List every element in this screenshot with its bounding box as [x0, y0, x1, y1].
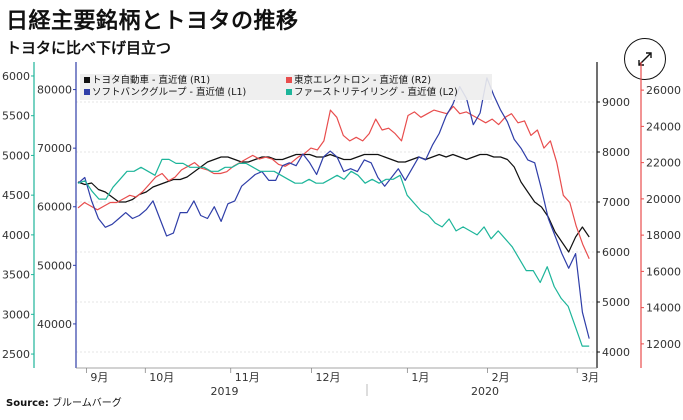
tick-label: 7000	[602, 196, 630, 209]
tick-label: 9000	[602, 96, 630, 109]
tick-label: 5500	[2, 110, 30, 123]
tick-label: 20000	[646, 193, 681, 206]
tick-label: 5000	[2, 149, 30, 162]
tick-label: 6000	[2, 70, 30, 83]
source-text: ブルームバーグ	[52, 398, 122, 409]
series-line	[77, 158, 590, 347]
tick-label: 22000	[646, 157, 681, 170]
legend-swatch	[286, 77, 292, 83]
tick-label: 8000	[602, 146, 630, 159]
source-label: Source:	[6, 398, 49, 409]
x-tick-label: 1月	[411, 371, 429, 384]
tick-label: 3000	[2, 308, 30, 321]
tick-label: 2500	[2, 348, 30, 361]
tick-label: 80000	[37, 84, 72, 97]
tick-label: 6000	[602, 246, 630, 259]
tick-label: 14000	[646, 302, 681, 315]
tick-label: 4000	[602, 346, 630, 359]
legend-label: ソフトバンクグループ - 直近値 (L1)	[92, 86, 246, 98]
x-tick-label: 10月	[149, 371, 174, 384]
legend-swatch	[84, 89, 90, 95]
tick-label: 24000	[646, 120, 681, 133]
tick-label: 16000	[646, 265, 681, 278]
x-tick-label: 3月	[581, 371, 599, 384]
source-note: Source: ブルームバーグ	[6, 394, 122, 409]
legend-label: トヨタ自動車 - 直近値 (R1)	[92, 74, 210, 86]
tick-label: 3500	[2, 269, 30, 282]
year-label: 2020	[471, 385, 499, 398]
tick-label: 26000	[646, 84, 681, 97]
series-line	[77, 105, 590, 259]
tick-label: 50000	[37, 259, 72, 272]
tick-label: 40000	[37, 318, 72, 331]
chart-title: 日経主要銘柄とトヨタの推移	[6, 9, 299, 34]
tick-label: 12000	[646, 338, 681, 351]
tick-label: 60000	[37, 201, 72, 214]
tick-label: 4500	[2, 189, 30, 202]
tick-label: 18000	[646, 229, 681, 242]
legend-label: 東京エレクトロン - 直近値 (R2)	[294, 74, 431, 86]
legend-swatch	[84, 77, 90, 83]
series-line	[77, 153, 590, 253]
x-tick-label: 2月	[492, 371, 510, 384]
legend-swatch	[286, 89, 292, 95]
tick-label: 4000	[2, 229, 30, 242]
x-tick-label: 11月	[235, 371, 260, 384]
x-tick-label: 12月	[315, 371, 340, 384]
year-label: 2019	[210, 385, 238, 398]
tick-label: 5000	[602, 296, 630, 309]
series-line	[77, 77, 590, 339]
chart-subtitle: トヨタに比べ下げ目立つ	[6, 39, 172, 57]
legend-label: ファーストリテイリング - 直近値 (L2)	[294, 86, 458, 98]
plot-area	[76, 72, 597, 362]
expand-button[interactable]	[624, 38, 666, 80]
x-tick-label: 9月	[90, 371, 108, 384]
tick-label: 70000	[37, 142, 72, 155]
